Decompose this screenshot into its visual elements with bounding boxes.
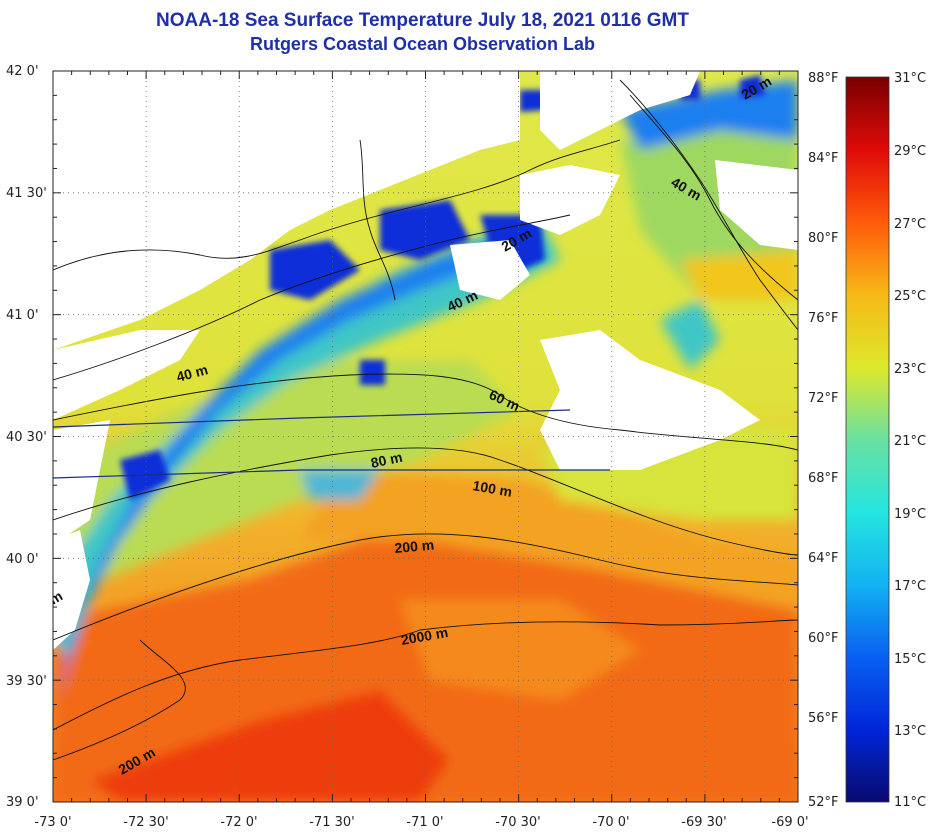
f-label-52: 52°F: [808, 795, 839, 810]
c-label-27: 27°C: [894, 217, 926, 232]
lon-labels: -73 0' -72 30' -72 0' -71 30' -71 0' -70…: [34, 815, 808, 830]
lon-label-70: -70 0': [592, 815, 629, 830]
f-label-68: 68°F: [808, 471, 839, 486]
celsius-labels: 31°C 29°C 27°C 25°C 23°C 21°C 19°C 17°C …: [894, 71, 926, 810]
c-label-15: 15°C: [894, 652, 926, 667]
temperature-colorbar: [845, 76, 890, 803]
c-label-17: 17°C: [894, 579, 926, 594]
c-label-21: 21°C: [894, 434, 926, 449]
contour-label-40m-west: 40 m: [175, 361, 210, 385]
map-grid: [53, 71, 798, 802]
fahrenheit-labels: 88°F 84°F 80°F 76°F 72°F 68°F 64°F 60°F …: [808, 71, 839, 810]
lat-labels: 42 0' 41 30' 41 0' 40 30' 40 0' 39 30' 3…: [6, 64, 47, 810]
lon-label-69-30: -69 30': [681, 815, 726, 830]
f-label-72: 72°F: [808, 391, 839, 406]
lon-label-71-30: -71 30': [309, 815, 354, 830]
shelf-lines: [53, 409, 610, 479]
lon-label-69: -69 0': [771, 815, 808, 830]
c-label-11: 11°C: [894, 795, 926, 810]
lon-label-73: -73 0': [34, 815, 71, 830]
lat-label-40-30: 40 30': [6, 430, 47, 445]
c-label-19: 19°C: [894, 507, 926, 522]
lon-label-71: -71 0': [406, 815, 443, 830]
f-label-56: 56°F: [808, 711, 839, 726]
sst-field: 20 m 20 m 40 m 40 m 40 m 60 m 80 m 100 m…: [53, 71, 798, 802]
f-label-88: 88°F: [808, 71, 839, 86]
f-label-80: 80°F: [808, 231, 839, 246]
lat-label-41: 41 0': [6, 308, 39, 323]
f-label-84: 84°F: [808, 151, 839, 166]
lat-label-39-30: 39 30': [6, 674, 47, 689]
lat-label-42: 42 0': [6, 64, 39, 79]
c-label-31: 31°C: [894, 71, 926, 86]
contour-label-80m: 80 m: [369, 449, 404, 471]
coastline-contours: [53, 79, 798, 761]
lat-label-41-30: 41 30': [6, 186, 47, 201]
lat-label-40: 40 0': [6, 552, 39, 567]
lon-label-72: -72 0': [220, 815, 257, 830]
map-title: NOAA-18 Sea Surface Temperature July 18,…: [156, 10, 689, 31]
c-label-13: 13°C: [894, 724, 926, 739]
lat-label-39: 39 0': [6, 795, 39, 810]
c-label-29: 29°C: [894, 144, 926, 159]
contour-label-200m-mid: 200 m: [394, 537, 435, 556]
c-label-25: 25°C: [894, 289, 926, 304]
land-cloud-mask: [53, 71, 798, 650]
lon-label-72-30: -72 30': [123, 815, 168, 830]
f-label-76: 76°F: [808, 311, 839, 326]
contour-label-100m: 100 m: [471, 477, 513, 500]
c-label-23: 23°C: [894, 362, 926, 377]
f-label-64: 64°F: [808, 551, 839, 566]
map-subtitle: Rutgers Coastal Ocean Observation Lab: [249, 34, 596, 54]
f-label-60: 60°F: [808, 631, 839, 646]
frame-ticks: [52, 70, 799, 803]
lon-label-70-30: -70 30': [495, 815, 540, 830]
